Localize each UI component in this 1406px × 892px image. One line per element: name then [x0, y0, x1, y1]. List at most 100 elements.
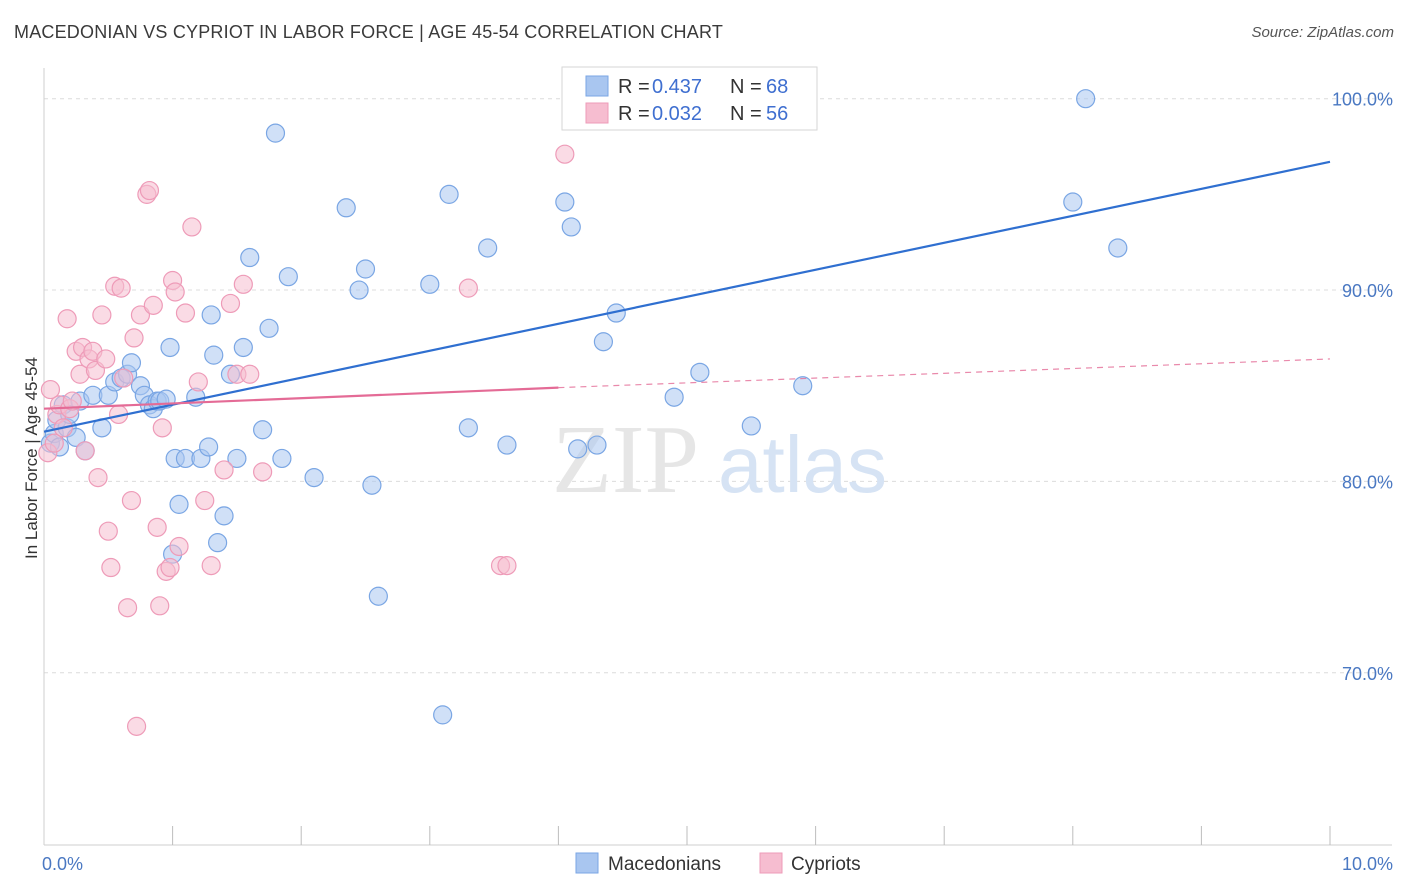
point-cypriots-43 — [188, 372, 208, 392]
point-cypriots-20 — [101, 557, 121, 578]
point-cypriots-31 — [139, 180, 160, 201]
watermark-zip: ZIP — [552, 406, 699, 514]
point-cypriots-8 — [62, 391, 82, 411]
point-macedonians-68 — [1076, 89, 1096, 109]
point-cypriots-2 — [44, 433, 64, 453]
point-macedonians-7 — [66, 427, 86, 448]
legend-n-value-2: 56 — [766, 103, 788, 125]
trend-lines — [43, 160, 1331, 433]
bottom-legend-swatch-cypriots — [759, 852, 783, 874]
chart-source: Source: ZipAtlas.com — [1251, 24, 1394, 41]
point-macedonians-65 — [741, 416, 761, 436]
bottom-legend-swatch-macedonians — [575, 852, 599, 874]
point-macedonians-60 — [587, 435, 607, 455]
x-axis-tick-labels: 0.0% 10.0% — [42, 854, 1393, 874]
point-macedonians-27 — [169, 494, 189, 514]
legend-r-label-2: R = — [618, 103, 650, 125]
point-macedonians-35 — [214, 506, 234, 526]
point-macedonians-69 — [1108, 238, 1128, 258]
point-macedonians-49 — [362, 475, 382, 495]
point-macedonians-53 — [439, 184, 459, 204]
point-cypriots-52 — [458, 278, 478, 298]
point-macedonians-43 — [272, 448, 292, 469]
point-cypriots-6 — [57, 309, 77, 329]
y-tick-label-90: 90.0% — [1342, 281, 1393, 301]
point-macedonians-16 — [121, 353, 142, 373]
point-macedonians-45 — [304, 467, 324, 488]
chart-title: MACEDONIAN VS CYPRIOT IN LABOR FORCE | A… — [14, 22, 724, 42]
point-cypriots-50 — [240, 364, 260, 384]
point-cypriots-54 — [497, 556, 517, 576]
zipatlas-watermark: ZIP atlas — [552, 406, 887, 514]
point-cypriots-39 — [165, 282, 185, 302]
point-macedonians-58 — [561, 217, 581, 237]
point-macedonians-34 — [208, 533, 228, 553]
y-tick-label-70: 70.0% — [1342, 664, 1393, 684]
point-cypriots-25 — [117, 598, 138, 618]
point-cypriots-40 — [169, 536, 189, 557]
point-cypriots-47 — [220, 293, 241, 314]
point-macedonians-48 — [355, 259, 376, 279]
point-macedonians-37 — [227, 448, 247, 469]
point-macedonians-61 — [593, 332, 614, 352]
point-cypriots-17 — [92, 305, 112, 325]
legend-r-label-1: R = — [618, 76, 650, 98]
x-tick-label-10: 10.0% — [1342, 854, 1393, 874]
point-macedonians-57 — [555, 192, 575, 212]
y-axis-label: In Labor Force | Age 45-54 — [22, 357, 41, 559]
bottom-legend-label-cypriots: Cypriots — [791, 854, 861, 875]
bottom-legend-label-macedonians: Macedonians — [608, 854, 721, 875]
point-macedonians-46 — [336, 198, 356, 218]
point-cypriots-44 — [195, 490, 215, 511]
point-cypriots-55 — [555, 144, 575, 164]
grid-lines — [44, 98, 1392, 674]
legend-r-value-1: 0.437 — [652, 76, 702, 98]
point-macedonians-63 — [664, 387, 684, 407]
point-macedonians-50 — [368, 586, 388, 606]
point-macedonians-44 — [278, 267, 298, 287]
point-macedonians-55 — [478, 238, 498, 258]
point-macedonians-31 — [199, 437, 219, 457]
trend-line-dashed-cypriots — [558, 358, 1331, 389]
legend-swatch-cypriots — [585, 102, 609, 124]
point-macedonians-56 — [497, 435, 517, 455]
point-cypriots-16 — [88, 467, 108, 488]
y-tick-label-80: 80.0% — [1342, 472, 1393, 492]
point-macedonians-59 — [568, 439, 588, 459]
point-cypriots-32 — [143, 295, 163, 315]
point-cypriots-19 — [98, 521, 118, 541]
point-cypriots-27 — [124, 328, 144, 348]
legend-r-value-2: 0.032 — [652, 103, 702, 125]
point-cypriots-46 — [214, 460, 234, 480]
legend-n-label-1: N = — [730, 76, 762, 98]
point-cypriots-35 — [152, 418, 172, 438]
legend-swatch-macedonians — [585, 75, 609, 97]
point-macedonians-38 — [233, 337, 253, 358]
legend-n-label-2: N = — [730, 103, 762, 125]
point-macedonians-39 — [240, 247, 260, 268]
point-macedonians-67 — [1063, 192, 1083, 212]
legend-n-value-1: 68 — [766, 76, 788, 98]
watermark-atlas: atlas — [718, 420, 887, 509]
point-cypriots-29 — [130, 305, 151, 325]
y-axis-tick-labels: 100.0% 90.0% 80.0% 70.0% — [1332, 90, 1393, 684]
series-legend: Macedonians Cypriots — [575, 852, 861, 875]
point-macedonians-33 — [204, 345, 224, 365]
point-cypriots-24 — [114, 368, 134, 388]
point-macedonians-66 — [793, 376, 813, 396]
point-cypriots-34 — [150, 596, 170, 616]
point-macedonians-64 — [690, 362, 710, 382]
correlation-legend: R = 0.437 N = 68 R = 0.032 N = 56 — [561, 66, 818, 131]
trend-line-macedonians — [43, 160, 1331, 433]
point-macedonians-32 — [201, 305, 221, 325]
point-cypriots-49 — [233, 274, 253, 294]
point-cypriots-18 — [96, 349, 116, 369]
point-cypriots-26 — [121, 490, 142, 511]
point-cypriots-1 — [40, 379, 61, 400]
trend-line-cypriots — [43, 386, 559, 410]
point-cypriots-45 — [201, 556, 221, 576]
scatter-points — [38, 89, 1128, 736]
point-macedonians-54 — [458, 418, 478, 438]
point-cypriots-12 — [75, 441, 95, 461]
